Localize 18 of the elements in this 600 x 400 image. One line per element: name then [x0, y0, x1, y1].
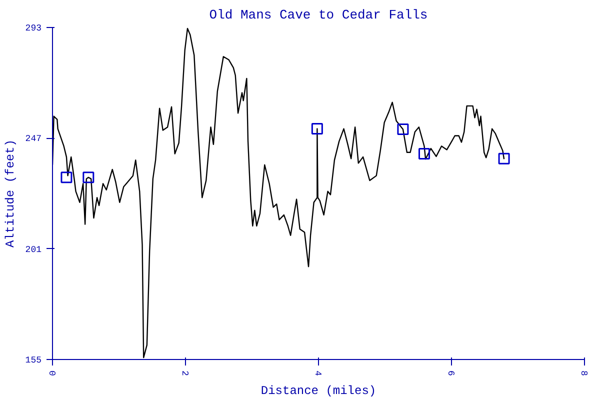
y-tick-label: 293 — [25, 24, 42, 34]
point — [60, 172, 72, 184]
y-axis-title: Altitude (feet) — [3, 139, 18, 248]
point — [498, 152, 510, 164]
x-tick-label: 6 — [446, 370, 456, 376]
y-tick-label: 155 — [25, 356, 42, 366]
x-tick-label: 8 — [578, 370, 588, 376]
point — [418, 148, 430, 160]
y-tick-label: 247 — [25, 134, 42, 144]
y-tick-label: 201 — [25, 244, 42, 255]
x-tick-label: 4 — [312, 370, 322, 376]
x-axis-title: Distance (miles) — [260, 384, 376, 398]
point — [82, 172, 94, 184]
chart-title: Old Mans Cave to Cedar Falls — [209, 8, 428, 22]
x-tick-label: 2 — [180, 370, 190, 376]
point — [311, 123, 323, 135]
x-tick-label: 0 — [46, 370, 56, 376]
point — [397, 124, 409, 136]
